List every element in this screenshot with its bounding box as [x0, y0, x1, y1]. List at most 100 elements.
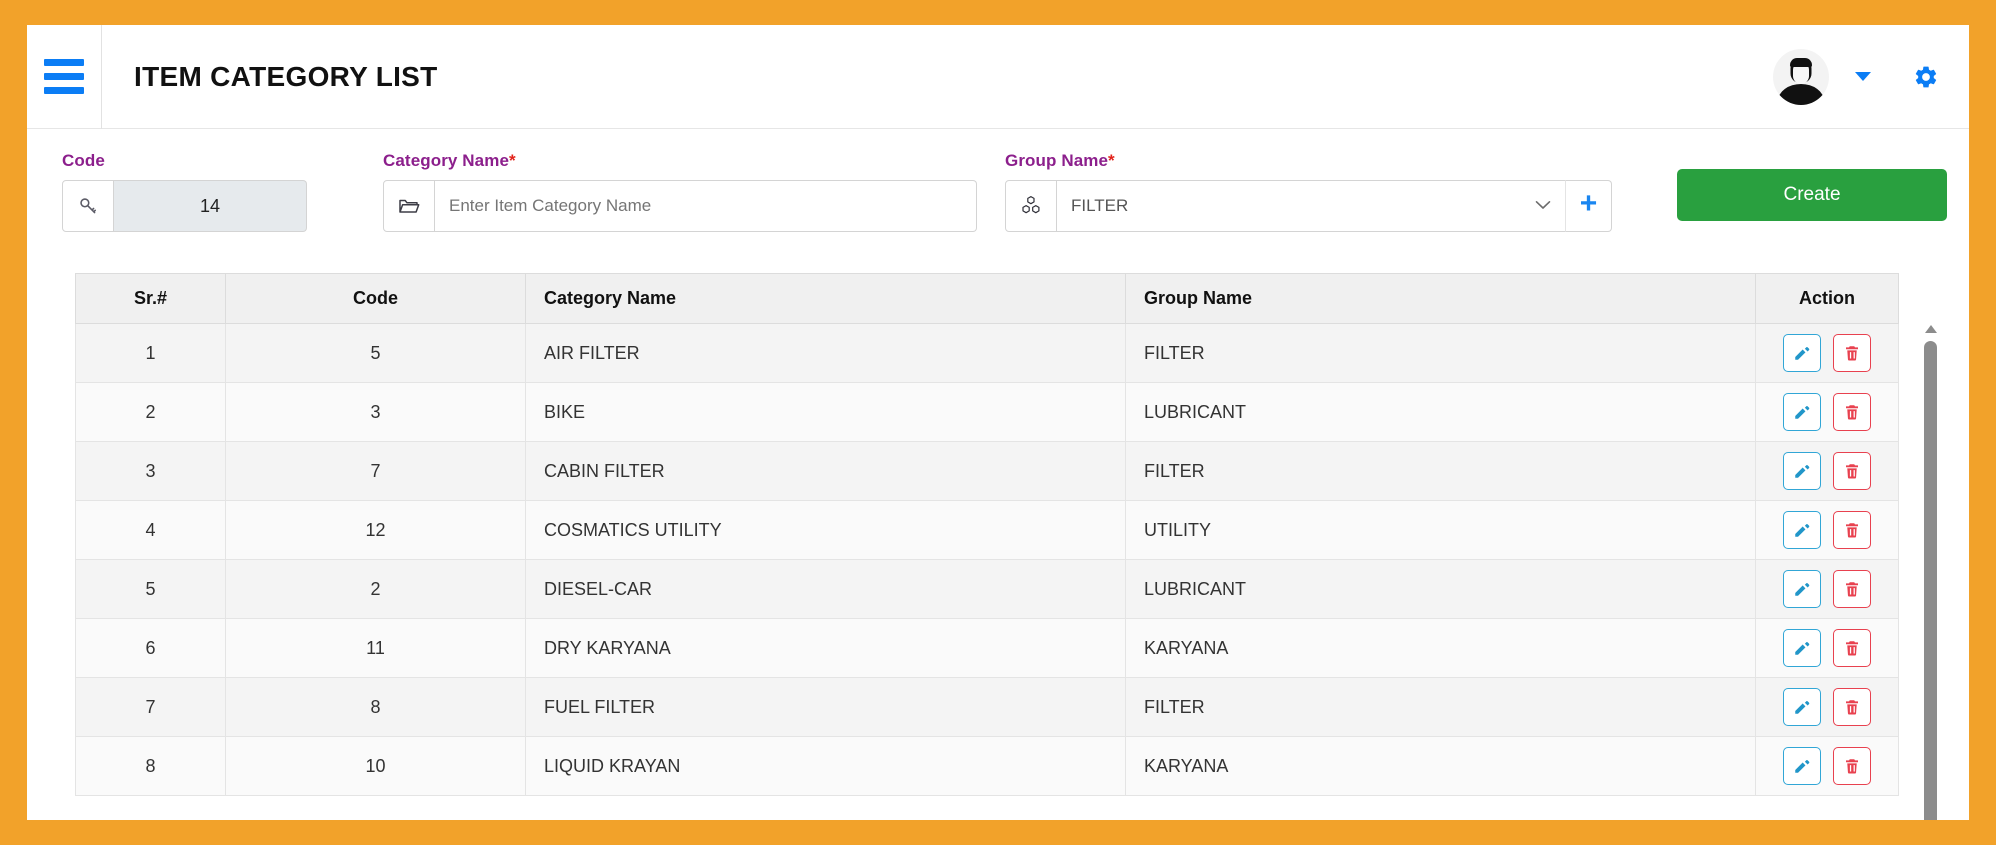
column-header-category: Category Name [525, 273, 1126, 324]
cell-category: DRY KARYANA [525, 618, 1126, 678]
cell-action [1755, 618, 1899, 678]
delete-row-button[interactable] [1832, 629, 1871, 667]
edit-row-button[interactable] [1783, 334, 1822, 372]
triangle-up-icon[interactable] [1925, 325, 1937, 333]
category-table: Sr.# Code Category Name Group Name Actio… [75, 273, 1899, 796]
edit-row-button[interactable] [1783, 688, 1822, 726]
column-header-sr: Sr.# [75, 273, 226, 324]
edit-row-button[interactable] [1783, 629, 1822, 667]
table-row: 4 12 COSMATICS UTILITY UTILITY [75, 500, 1899, 560]
hamburger-bar-3 [44, 87, 84, 94]
delete-row-button[interactable] [1832, 747, 1871, 785]
code-label-text: Code [62, 151, 105, 170]
cell-group: LUBRICANT [1125, 559, 1756, 619]
chevron-down-icon[interactable] [1855, 72, 1871, 81]
hamburger-bar-2 [44, 73, 84, 80]
edit-row-button[interactable] [1783, 747, 1822, 785]
delete-row-button[interactable] [1832, 570, 1871, 608]
cell-sr: 4 [75, 500, 226, 560]
edit-row-button[interactable] [1783, 511, 1822, 549]
table-row: 7 8 FUEL FILTER FILTER [75, 677, 1899, 737]
gear-icon[interactable] [1913, 64, 1939, 90]
field-code: Code 14 [62, 151, 307, 232]
cell-group: UTILITY [1125, 500, 1756, 560]
table-row: 2 3 BIKE LUBRICANT [75, 382, 1899, 442]
hamburger-icon[interactable] [27, 25, 101, 129]
cell-group: FILTER [1125, 441, 1756, 501]
code-value: 14 [114, 180, 307, 232]
cell-sr: 1 [75, 323, 226, 383]
field-category-name: Category Name* [383, 151, 977, 232]
cell-code: 3 [225, 382, 526, 442]
required-asterisk: * [509, 151, 516, 170]
table-row: 1 5 AIR FILTER FILTER [75, 323, 1899, 383]
table-scrollbar[interactable] [1920, 323, 1942, 820]
create-button[interactable]: Create [1677, 169, 1947, 221]
category-name-input[interactable] [435, 180, 977, 232]
add-group-button[interactable]: + [1565, 180, 1612, 232]
cell-category: CABIN FILTER [525, 441, 1126, 501]
code-input-group: 14 [62, 180, 307, 232]
column-header-group: Group Name [1125, 273, 1756, 324]
form-row: Code 14 Ca [27, 129, 1969, 265]
cell-sr: 7 [75, 677, 226, 737]
delete-row-button[interactable] [1832, 393, 1871, 431]
cell-code: 8 [225, 677, 526, 737]
page-title: ITEM CATEGORY LIST [134, 60, 438, 92]
cell-action [1755, 441, 1899, 501]
cell-group: KARYANA [1125, 736, 1756, 796]
avatar-hair [1790, 57, 1812, 67]
column-header-code: Code [225, 273, 526, 324]
code-label: Code [62, 151, 307, 171]
cell-action [1755, 736, 1899, 796]
group-name-input-group: FILTER + [1005, 180, 1612, 232]
category-name-input-group [383, 180, 977, 232]
table-body: 1 5 AIR FILTER FILTER [75, 323, 1899, 796]
group-name-label: Group Name* [1005, 151, 1612, 171]
cell-code: 2 [225, 559, 526, 619]
cell-category: AIR FILTER [525, 323, 1126, 383]
cell-action [1755, 559, 1899, 619]
cell-sr: 6 [75, 618, 226, 678]
category-name-label: Category Name* [383, 151, 977, 171]
cell-group: LUBRICANT [1125, 382, 1756, 442]
header-actions [1773, 48, 1969, 105]
cell-group: FILTER [1125, 323, 1756, 383]
delete-row-button[interactable] [1832, 688, 1871, 726]
user-avatar-icon[interactable] [1773, 48, 1829, 105]
cubes-icon [1005, 180, 1057, 232]
delete-row-button[interactable] [1832, 511, 1871, 549]
scrollbar-thumb[interactable] [1924, 341, 1937, 820]
cell-sr: 2 [75, 382, 226, 442]
group-name-select[interactable]: FILTER [1057, 180, 1565, 232]
cell-category: BIKE [525, 382, 1126, 442]
edit-row-button[interactable] [1783, 570, 1822, 608]
edit-row-button[interactable] [1783, 393, 1822, 431]
table-row: 3 7 CABIN FILTER FILTER [75, 441, 1899, 501]
app-window: ITEM CATEGORY LIST Code [27, 25, 1969, 820]
app-header: ITEM CATEGORY LIST [27, 25, 1969, 129]
cell-category: FUEL FILTER [525, 677, 1126, 737]
cell-code: 10 [225, 736, 526, 796]
required-asterisk: * [1108, 151, 1115, 170]
table-row: 8 10 LIQUID KRAYAN KARYANA [75, 736, 1899, 796]
table-row: 5 2 DIESEL-CAR LUBRICANT [75, 559, 1899, 619]
table-row: 6 11 DRY KARYANA KARYANA [75, 618, 1899, 678]
cell-action [1755, 323, 1899, 383]
category-table-wrapper: Sr.# Code Category Name Group Name Actio… [75, 273, 1942, 820]
cell-code: 12 [225, 500, 526, 560]
hamburger-bar-1 [44, 59, 84, 66]
delete-row-button[interactable] [1832, 452, 1871, 490]
cell-action [1755, 382, 1899, 442]
column-header-action: Action [1755, 273, 1899, 324]
table-header-row: Sr.# Code Category Name Group Name Actio… [75, 273, 1899, 324]
chevron-down-icon [1535, 198, 1551, 214]
cell-sr: 3 [75, 441, 226, 501]
cell-code: 11 [225, 618, 526, 678]
cell-action [1755, 677, 1899, 737]
avatar-face [1793, 61, 1809, 84]
delete-row-button[interactable] [1832, 334, 1871, 372]
category-name-label-text: Category Name [383, 151, 510, 170]
edit-row-button[interactable] [1783, 452, 1822, 490]
